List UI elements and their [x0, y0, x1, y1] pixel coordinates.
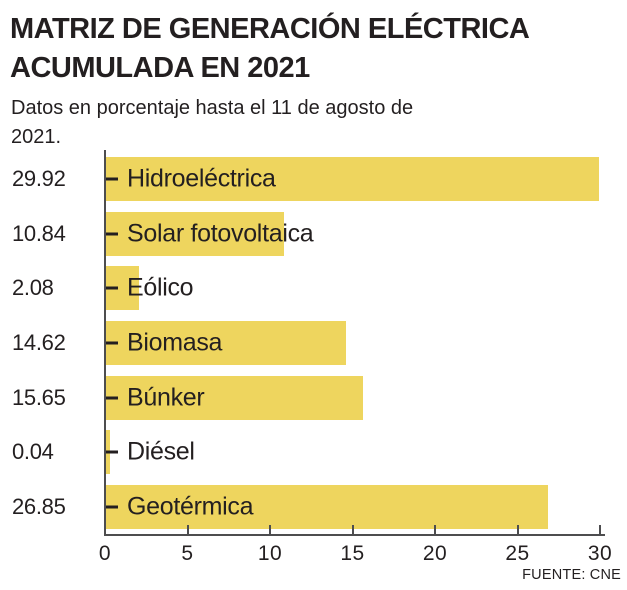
value-label: 2.08: [12, 275, 54, 301]
value-label: 0.04: [12, 439, 54, 465]
y-tick-mark: [104, 232, 118, 236]
x-tick-mark: [599, 525, 601, 534]
x-axis: 0 5 10 15 20 25 30: [99, 525, 612, 574]
x-tick-mark: [351, 525, 354, 534]
x-tick-mark: [434, 525, 436, 534]
bar: [105, 157, 599, 202]
value-label: 29.92: [12, 166, 66, 192]
category-label: Eólico: [127, 273, 194, 302]
value-label: 14.62: [12, 329, 66, 355]
x-tick-label: 0: [98, 542, 112, 565]
bar-rows: 29.92 Hidroeléctrica 10.84 Solar fotovol…: [0, 152, 627, 534]
bar: [105, 375, 364, 420]
category-label: Búnker: [127, 383, 205, 412]
source-note: FUENTE: CNE: [522, 567, 621, 583]
bar-row: 2.08 Eólico: [0, 261, 627, 316]
category-label: Diésel: [127, 437, 195, 466]
y-tick-mark: [104, 341, 118, 345]
x-tick-label: 30: [587, 542, 613, 565]
y-tick-mark: [104, 396, 118, 400]
category-label: Solar fotovoltaica: [127, 219, 314, 248]
bar: [105, 484, 549, 529]
x-tick-mark: [104, 525, 106, 534]
x-tick-label: 15: [340, 542, 365, 565]
x-tick-label: 20: [422, 542, 448, 565]
category-label: Biomasa: [127, 328, 223, 357]
bar: [105, 320, 347, 365]
value-label: 15.65: [12, 384, 66, 410]
x-tick-mark: [269, 525, 271, 534]
bar-row: 29.92 Hidroeléctrica: [0, 152, 627, 207]
y-tick-mark: [104, 286, 118, 290]
y-tick-mark: [104, 450, 118, 454]
bar-row: 0.04 Diésel: [0, 425, 627, 480]
x-tick-label: 10: [257, 542, 283, 565]
y-tick-mark: [104, 505, 118, 509]
bar-row: 10.84 Solar fotovoltaica: [0, 207, 627, 262]
chart-title: MATRIZ DE GENERACIÓN ELÉCTRICA ACUMULADA…: [10, 13, 529, 84]
x-tick-mark: [516, 525, 519, 534]
bar-row: 26.85 Geotérmica: [0, 479, 627, 534]
chart-subtitle: Datos en porcentaje hasta el 11 de agost…: [11, 97, 414, 148]
x-tick-label: 25: [505, 542, 530, 565]
x-tick-label: 5: [181, 542, 194, 565]
bar: [105, 211, 284, 256]
category-label: Hidroeléctrica: [127, 164, 276, 193]
value-label: 10.84: [12, 220, 66, 246]
x-axis-line: [104, 534, 605, 536]
category-label: Geotérmica: [127, 492, 254, 521]
x-tick-mark: [186, 525, 189, 534]
y-tick-mark: [104, 177, 118, 181]
y-axis-line: [104, 150, 106, 536]
bar-row: 15.65 Búnker: [0, 370, 627, 425]
bar-row: 14.62 Biomasa: [0, 316, 627, 371]
value-label: 26.85: [12, 493, 66, 519]
